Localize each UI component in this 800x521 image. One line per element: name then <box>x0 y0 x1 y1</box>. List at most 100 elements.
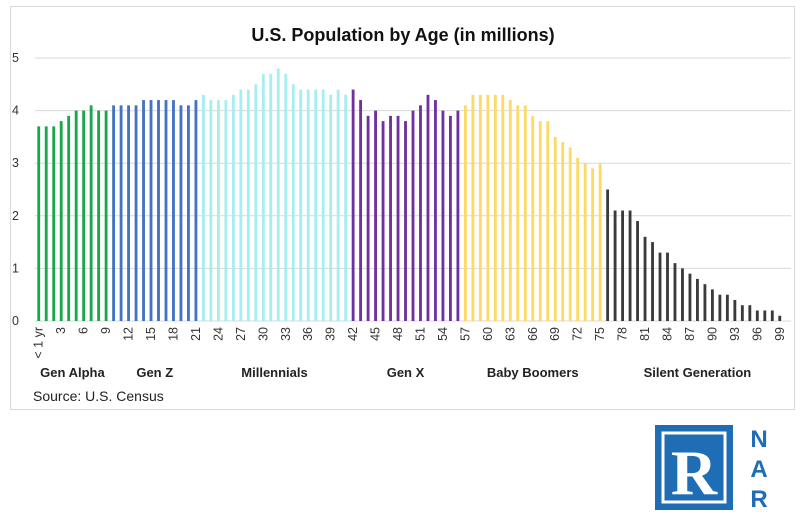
bar-age-15 <box>149 100 153 321</box>
bar-age-38 <box>321 89 325 321</box>
y-tick-label: 4 <box>12 104 19 118</box>
bar-age-52 <box>426 94 430 321</box>
bar-age-11 <box>119 105 123 321</box>
bar-age-3 <box>59 121 63 322</box>
bar-age-10 <box>112 105 116 321</box>
y-tick-label: 2 <box>12 209 19 223</box>
bar-age-25 <box>224 100 228 321</box>
x-tick-label: 18 <box>166 327 180 341</box>
bar-age-63 <box>508 100 512 321</box>
bar-age-98 <box>770 310 774 321</box>
generation-label: Baby Boomers <box>487 365 579 380</box>
bar-age-0 <box>37 126 41 321</box>
bar-age-90 <box>710 289 714 321</box>
bar-age-33 <box>284 73 288 321</box>
x-tick-label: 63 <box>503 327 517 341</box>
x-tick-label: 60 <box>481 327 495 341</box>
bar-age-4 <box>67 115 71 321</box>
bar-age-37 <box>314 89 318 321</box>
bar-age-45 <box>374 110 377 321</box>
bar-age-62 <box>501 94 505 321</box>
bar-age-66 <box>531 115 535 321</box>
bar-age-56 <box>456 110 460 321</box>
x-tick-label: 45 <box>369 327 383 341</box>
bar-age-84 <box>666 252 669 321</box>
bar-age-79 <box>628 210 632 321</box>
x-tick-label: < 1 yr <box>32 327 46 359</box>
bar-age-76 <box>606 189 610 321</box>
bar-age-83 <box>658 252 662 321</box>
bar-age-82 <box>651 242 654 321</box>
bar-age-86 <box>681 268 684 321</box>
bar-age-85 <box>673 263 677 321</box>
bar-age-1 <box>44 126 48 321</box>
bar-age-57 <box>463 105 467 321</box>
x-tick-label: 90 <box>705 327 719 341</box>
bar-age-9 <box>104 110 108 321</box>
bar-age-87 <box>688 273 692 321</box>
bar-age-2 <box>52 126 56 321</box>
bar-age-97 <box>763 310 767 321</box>
generation-label: Silent Generation <box>644 365 752 380</box>
bar-age-47 <box>389 115 392 321</box>
x-tick-label: 24 <box>211 327 225 341</box>
bar-age-48 <box>396 115 400 321</box>
bar-age-16 <box>157 100 160 321</box>
chart-title: U.S. Population by Age (in millions) <box>251 25 554 45</box>
generation-label: Gen Alpha <box>40 365 105 380</box>
bar-age-27 <box>239 89 243 321</box>
bar-age-34 <box>291 84 295 321</box>
bar-age-71 <box>568 147 572 321</box>
population-bar-chart: U.S. Population by Age (in millions) 012… <box>12 25 791 404</box>
x-tick-label: 36 <box>301 327 315 341</box>
bar-age-88 <box>696 278 699 321</box>
bar-age-69 <box>553 136 557 321</box>
x-tick-label: 9 <box>99 327 113 334</box>
bar-age-17 <box>164 100 168 321</box>
x-tick-label: 12 <box>122 327 136 341</box>
generation-label: Gen Z <box>136 365 173 380</box>
nar-logo: R N A R <box>655 425 768 510</box>
bar-age-46 <box>381 121 385 322</box>
x-tick-label: 6 <box>77 327 91 334</box>
x-tick-label: 81 <box>638 327 652 341</box>
bar-age-55 <box>449 115 452 321</box>
bar-age-58 <box>471 94 475 321</box>
x-tick-label: 87 <box>683 327 697 341</box>
bar-age-51 <box>419 105 422 321</box>
x-tick-label: 96 <box>750 327 764 341</box>
bar-age-30 <box>261 73 265 321</box>
bar-age-13 <box>134 105 138 321</box>
bar-age-99 <box>778 315 782 321</box>
x-tick-label: 27 <box>234 327 248 341</box>
x-tick-label: 51 <box>413 327 427 341</box>
bar-age-80 <box>636 221 639 321</box>
generation-labels: Gen Alpha Gen Z Millennials Gen X Baby Boome… <box>40 365 751 380</box>
x-tick-label: 48 <box>391 327 405 341</box>
bar-age-18 <box>172 100 175 321</box>
bar-age-78 <box>621 210 625 321</box>
x-tick-label: 78 <box>616 327 630 341</box>
generation-label: Gen X <box>387 365 425 380</box>
x-tick-label: 72 <box>571 327 585 341</box>
bar-age-36 <box>306 89 310 321</box>
bar-age-26 <box>231 94 235 321</box>
bar-age-59 <box>478 94 482 321</box>
bar-age-72 <box>576 157 580 321</box>
bar-age-35 <box>299 89 303 321</box>
y-tick-label: 5 <box>12 51 19 65</box>
logo-block <box>655 425 733 510</box>
bars <box>37 68 782 322</box>
logo-letter-r: R <box>750 486 767 510</box>
x-tick-label: 66 <box>526 327 540 341</box>
x-tick-label: 54 <box>436 327 450 341</box>
y-tick-label: 3 <box>12 156 19 170</box>
bar-age-29 <box>254 84 258 321</box>
x-tick-label: 42 <box>346 327 360 341</box>
bar-age-95 <box>748 305 752 321</box>
bar-age-40 <box>336 89 340 321</box>
y-axis-ticks: 0 1 2 3 4 5 <box>12 51 19 328</box>
y-tick-label: 1 <box>12 261 19 275</box>
bar-age-5 <box>74 110 78 321</box>
